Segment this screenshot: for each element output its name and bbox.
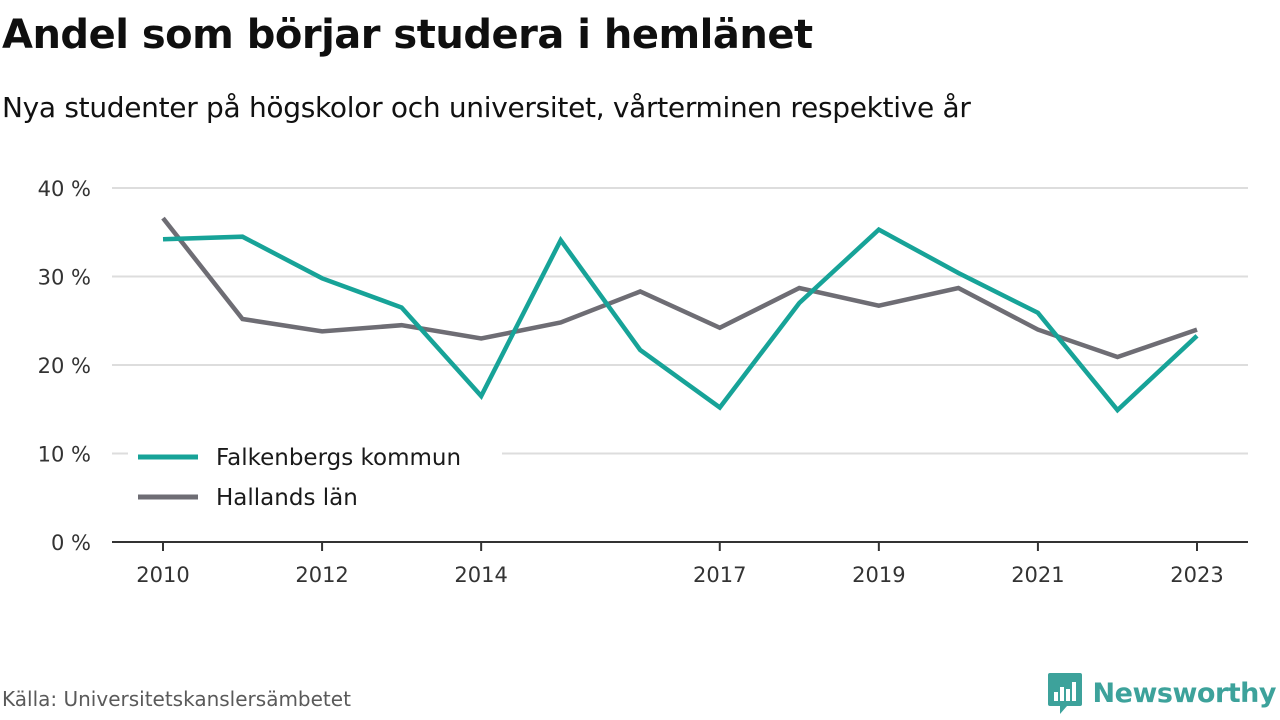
x-tick-label: 2012 bbox=[295, 563, 348, 587]
legend-background bbox=[128, 430, 502, 522]
series-line-hallands-län bbox=[161, 216, 1198, 360]
gridlines bbox=[112, 187, 1248, 455]
chart-subtitle: Nya studenter på högskolor och universit… bbox=[2, 91, 971, 124]
legend-label: Hallands län bbox=[216, 485, 358, 511]
x-tick-label: 2017 bbox=[693, 563, 746, 587]
x-tick-label: 2019 bbox=[852, 563, 905, 587]
bar-chart-speech-bubble-icon bbox=[1047, 673, 1082, 714]
y-axis-tick-labels: 0 % 10 % 20 % 30 % 40 % bbox=[38, 177, 91, 555]
x-axis bbox=[112, 541, 1248, 551]
series-lines bbox=[161, 216, 1199, 414]
x-tick-label: 2014 bbox=[454, 563, 507, 587]
y-tick-label: 40 % bbox=[38, 177, 91, 201]
legend-label: Falkenbergs kommun bbox=[216, 445, 461, 471]
brand-name: Newsworthy bbox=[1092, 677, 1277, 709]
brand-logo: Newsworthy bbox=[1047, 670, 1277, 716]
y-tick-label: 10 % bbox=[38, 443, 91, 467]
x-tick-label: 2023 bbox=[1170, 563, 1223, 587]
x-axis-tick-labels: 2010 2012 2014 2017 2019 2021 2023 bbox=[136, 563, 1223, 587]
chart-title: Andel som börjar studera i hemlänet bbox=[2, 12, 813, 58]
x-tick-label: 2021 bbox=[1011, 563, 1064, 587]
y-tick-label: 20 % bbox=[38, 354, 91, 378]
legend: Falkenbergs kommun Hallands län bbox=[128, 430, 502, 522]
series-line-falkenbergs-kommun bbox=[162, 226, 1199, 414]
y-tick-label: 0 % bbox=[51, 531, 91, 555]
source-note: Källa: Universitetskanslersämbetet bbox=[2, 687, 351, 711]
y-tick-label: 30 % bbox=[38, 266, 91, 290]
x-tick-label: 2010 bbox=[136, 563, 189, 587]
